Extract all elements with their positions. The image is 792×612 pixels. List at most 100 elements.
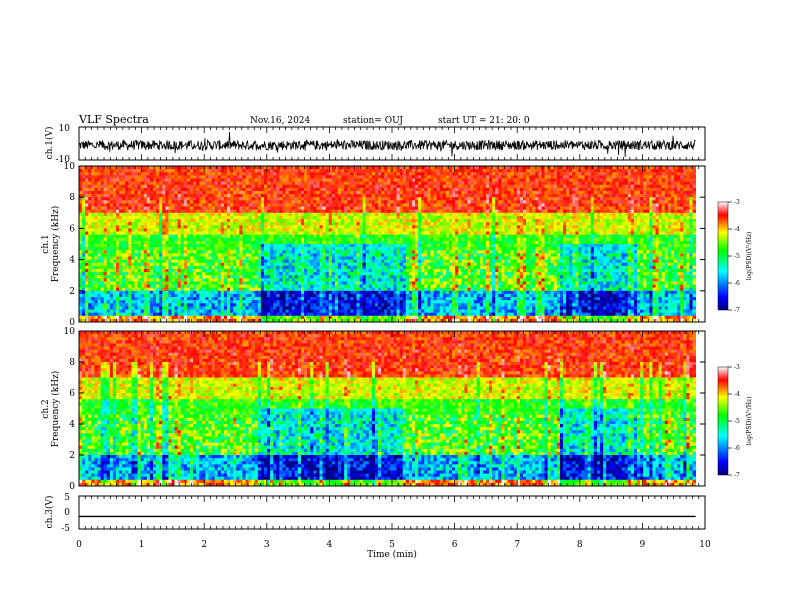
ch1-spec-cell	[233, 216, 236, 220]
ch1-spec-cell	[178, 281, 181, 285]
ch1-spec-cell	[347, 269, 350, 273]
ch1-spec-cell	[356, 235, 359, 239]
ch1-spec-cell	[319, 244, 322, 248]
ch1-spec-cell	[249, 310, 252, 314]
ch1-spec-cell	[323, 241, 326, 245]
ch1-spec-cell	[82, 260, 85, 264]
ch1-spec-cell	[366, 272, 369, 276]
ch1-spec-cell	[363, 310, 366, 314]
ch1-spec-cell	[227, 275, 230, 279]
ch1-spec-cell	[307, 269, 310, 273]
ch1-spec-cell	[113, 238, 116, 242]
ch1-spec-cell	[236, 285, 239, 289]
ch1-spec-cell	[233, 225, 236, 229]
ch1-spec-cell	[224, 197, 227, 201]
ch1-spec-cell	[113, 281, 116, 285]
ch1-spec-cell	[91, 225, 94, 229]
ch1-spec-cell	[128, 194, 131, 198]
ch1-spec-cell	[329, 213, 332, 217]
ch1-spec-cell	[245, 216, 248, 220]
ch1-spec-cell	[249, 294, 252, 298]
ch1-spec-cell	[202, 222, 205, 226]
ch1-spec-cell	[190, 300, 193, 304]
ch1-spec-cell	[255, 278, 258, 282]
ch1-spec-cell	[255, 313, 258, 317]
ch1-spec-cell	[363, 203, 366, 207]
ch1-spec-cell	[245, 166, 248, 170]
ch1-spec-cell	[202, 178, 205, 182]
ch1-spec-cell	[261, 272, 264, 276]
ch1-spec-cell	[107, 200, 110, 204]
ch1-spec-cell	[104, 200, 107, 204]
ch1-spec-cell	[289, 213, 292, 217]
ch1-spec-cell	[144, 272, 147, 276]
ch1-spec-cell	[202, 197, 205, 201]
ch1-spec-cell	[255, 203, 258, 207]
ch1-spec-cell	[82, 300, 85, 304]
ch1-spec-cell	[292, 244, 295, 248]
ch1-spec-cell	[363, 235, 366, 239]
ch1-spec-cell	[279, 194, 282, 198]
ch1-spec-cell	[273, 285, 276, 289]
ch1-spec-cell	[236, 166, 239, 170]
ch1-spec-cell	[326, 169, 329, 173]
ch1-spec-cell	[150, 213, 153, 217]
ch1-spec-cell	[329, 278, 332, 282]
ch1-spec-cell	[98, 216, 101, 220]
ch1-spec-cell	[292, 291, 295, 295]
ch1-spec-cell	[181, 228, 184, 232]
ch1-spec-cell	[289, 316, 292, 320]
ch1-spec-cell	[218, 238, 221, 242]
ch1-spec-cell	[363, 241, 366, 245]
ch1-spec-cell	[196, 313, 199, 317]
ch1-spec-cell	[175, 219, 178, 223]
ch1-spec-cell	[273, 166, 276, 170]
ch1-spec-cell	[279, 256, 282, 260]
ch1-spec-cell	[245, 178, 248, 182]
ch1-spec-cell	[131, 166, 134, 170]
ch1-spec-cell	[208, 172, 211, 176]
ch1-spec-cell	[94, 256, 97, 260]
ch1-spec-cell	[245, 172, 248, 176]
ch1-spec-cell	[301, 306, 304, 310]
ch1-spec-cell	[88, 197, 91, 201]
ch1-spec-cell	[215, 232, 218, 236]
ch1-spec-cell	[171, 241, 174, 245]
ch1-spec-cell	[221, 219, 224, 223]
ch1-spec-cell	[307, 281, 310, 285]
ch1-spec-cell	[273, 207, 276, 211]
ch1-spec-cell	[85, 175, 88, 179]
ch1-spec-cell	[190, 175, 193, 179]
ch1-spec-cell	[319, 166, 322, 170]
ch1-spec-cell	[338, 263, 341, 267]
ch1-spec-cell	[110, 222, 113, 226]
ch1-spec-cell	[332, 266, 335, 270]
ch1-spec-cell	[227, 247, 230, 251]
ch1-spec-cell	[175, 303, 178, 307]
ch1-spec-cell	[301, 285, 304, 289]
ch1-spec-cell	[199, 297, 202, 301]
ch1-spec-cell	[165, 188, 168, 192]
ch1-spec-cell	[107, 297, 110, 301]
ch1-spec-cell	[218, 250, 221, 254]
ch1-spec-cell	[286, 235, 289, 239]
ch1-spec-cell	[91, 294, 94, 298]
ch1-spec-cell	[255, 306, 258, 310]
ch1-spec-cell	[131, 203, 134, 207]
ch1-spec-cell	[350, 303, 353, 307]
ch1-spec-cell	[363, 269, 366, 273]
ch1-spec-cell	[218, 303, 221, 307]
ch1-spec-cell	[153, 241, 156, 245]
ch1-spec-cell	[190, 222, 193, 226]
ch1-spec-cell	[153, 166, 156, 170]
ch1-spec-cell	[107, 278, 110, 282]
ch1-spec-cell	[369, 203, 372, 207]
ch1-spec-cell	[347, 250, 350, 254]
ch1-spec-cell	[242, 241, 245, 245]
ch1-spec-cell	[224, 203, 227, 207]
ch1-spec-cell	[218, 191, 221, 195]
ch1-spec-cell	[221, 244, 224, 248]
ch1-spec-cell	[307, 285, 310, 289]
ch1-spec-cell	[150, 210, 153, 214]
ch1-spec-cell	[94, 216, 97, 220]
